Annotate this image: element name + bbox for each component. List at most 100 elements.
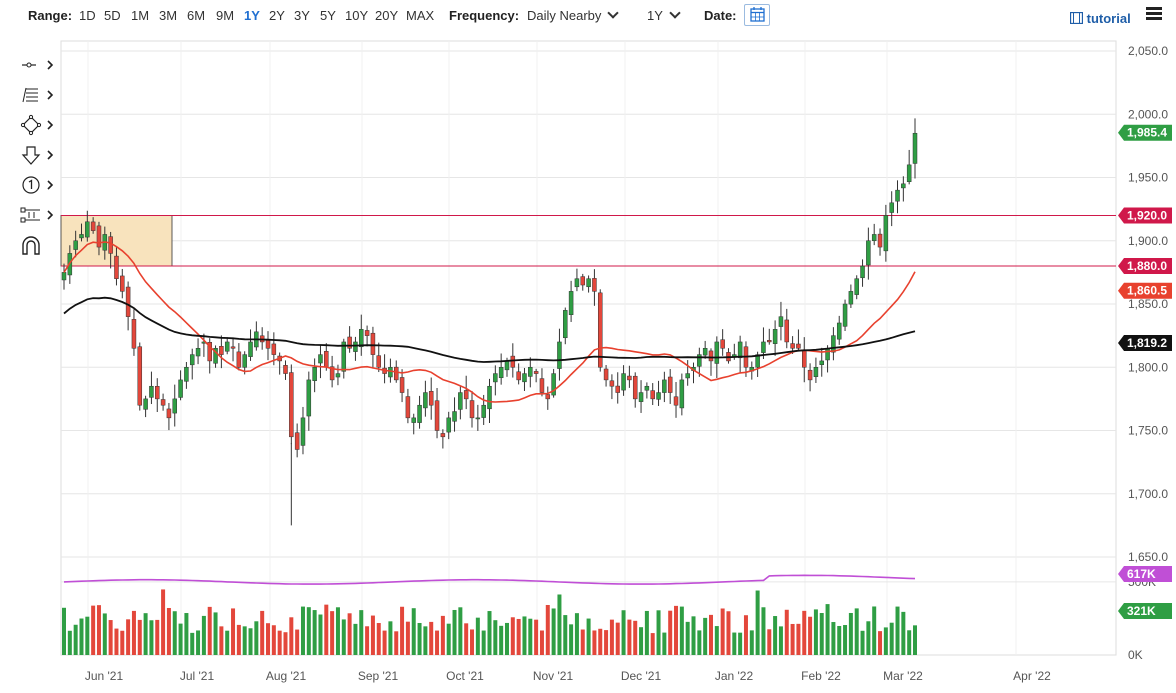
x-tick-label: Oct '21 — [446, 669, 484, 683]
volume-bar — [464, 623, 469, 655]
candle-body — [353, 341, 358, 352]
price-badge-label: 1,920.0 — [1127, 208, 1167, 222]
volume-bar — [773, 616, 778, 655]
candle-body — [224, 341, 230, 352]
volume-badge: 321K — [1118, 603, 1172, 619]
candle-body — [807, 369, 813, 381]
candle-body — [370, 332, 376, 355]
y-tick-label: 1,750.0 — [1128, 424, 1168, 438]
annotation-tool-button[interactable] — [18, 174, 56, 198]
volume-bar — [207, 606, 212, 655]
shape-tool-button[interactable] — [18, 114, 56, 138]
candle-body — [568, 291, 574, 315]
price-badge-shape — [1118, 334, 1172, 351]
candle-body — [452, 411, 457, 422]
volume-bar — [400, 606, 405, 655]
arrow-tool-button[interactable] — [18, 144, 56, 168]
range-button-1d[interactable]: 1D — [79, 8, 96, 23]
volume-bar — [837, 625, 842, 655]
volume-bar — [592, 630, 597, 655]
fib-tool-button[interactable] — [18, 84, 56, 108]
range-button-1m[interactable]: 1M — [131, 8, 150, 23]
volume-bar — [318, 614, 323, 655]
volume-bar — [102, 613, 107, 655]
volume-bar — [143, 613, 148, 655]
hamburger-menu-icon[interactable] — [1146, 7, 1162, 21]
candle-body — [842, 303, 848, 327]
candle-body — [533, 371, 539, 374]
candle-body — [469, 400, 475, 419]
range-button-5y[interactable]: 5Y — [320, 8, 336, 23]
candle-body — [405, 396, 411, 419]
frequency-dropdown[interactable]: Daily Nearby — [527, 7, 620, 23]
candle-body — [189, 354, 195, 366]
volume-bar — [62, 607, 66, 655]
range-button-10y[interactable]: 10Y — [345, 8, 369, 23]
calendar-button[interactable] — [744, 4, 770, 26]
volume-bar — [225, 630, 230, 655]
range-button-5d[interactable]: 5D — [104, 8, 121, 23]
volume-bar — [802, 610, 807, 655]
line-tool-button[interactable] — [18, 54, 56, 78]
volume-bar — [767, 629, 772, 655]
candle-body — [236, 351, 242, 368]
volume-bar — [231, 608, 236, 655]
y-tick-label: 1,900.0 — [1128, 234, 1168, 248]
candle-body — [213, 348, 218, 364]
range-button-9m[interactable]: 9M — [216, 8, 235, 23]
volume-bar — [574, 613, 579, 655]
volume-bar — [254, 621, 259, 655]
range-label: Range: — [28, 8, 73, 23]
range-button-3m[interactable]: 3M — [159, 8, 178, 23]
volume-bar — [382, 630, 387, 655]
range-button-3y[interactable]: 3Y — [294, 8, 310, 23]
volume-bar — [370, 615, 375, 655]
candle-body — [819, 360, 824, 365]
date-label: Date: — [704, 8, 737, 23]
candle-body — [685, 373, 690, 379]
volume-bar — [219, 626, 224, 655]
range-button-1y[interactable]: 1Y — [244, 8, 260, 23]
candle-body — [184, 367, 189, 382]
candle-body — [737, 341, 743, 359]
measure-tool-button[interactable] — [18, 204, 56, 228]
volume-bar — [493, 620, 498, 655]
tutorial-link[interactable]: tutorial — [1069, 11, 1131, 26]
y-tick-label: 1,950.0 — [1128, 171, 1168, 185]
volume-bar — [808, 616, 813, 655]
volume-bar — [73, 624, 78, 655]
candle-body — [219, 346, 224, 355]
volume-bar — [790, 623, 795, 655]
candle-body — [632, 375, 638, 400]
price-badge-label: 1,985.4 — [1127, 126, 1167, 140]
candle-body — [557, 341, 562, 369]
volume-bar — [714, 626, 719, 655]
candle-body — [318, 354, 323, 364]
volume-bar — [743, 615, 748, 655]
x-tick-label: Nov '21 — [533, 669, 574, 683]
candle-body — [312, 367, 317, 382]
range-button-6m[interactable]: 6M — [187, 8, 206, 23]
volume-bar — [598, 628, 603, 655]
volume-moving-average — [63, 574, 916, 585]
volume-bar — [878, 631, 883, 655]
candle-body — [160, 399, 166, 406]
volume-bar — [149, 620, 154, 655]
candle-body — [866, 240, 871, 266]
candle-body — [586, 278, 591, 288]
candle-body — [399, 377, 405, 393]
price-badge-shape — [1118, 124, 1172, 141]
range-button-2y[interactable]: 2Y — [269, 8, 285, 23]
period-dropdown[interactable]: 1Y — [647, 7, 681, 23]
volume-bar — [883, 627, 888, 655]
y-tick-label: 1,650.0 — [1128, 550, 1168, 564]
candle-body — [796, 343, 801, 349]
range-button-max[interactable]: MAX — [406, 8, 435, 23]
magnet-button[interactable] — [18, 234, 56, 258]
candle-body — [125, 286, 131, 317]
volume-bar — [656, 610, 661, 655]
volume-bar — [819, 613, 824, 655]
volume-bar — [866, 621, 871, 655]
range-button-20y[interactable]: 20Y — [375, 8, 399, 23]
